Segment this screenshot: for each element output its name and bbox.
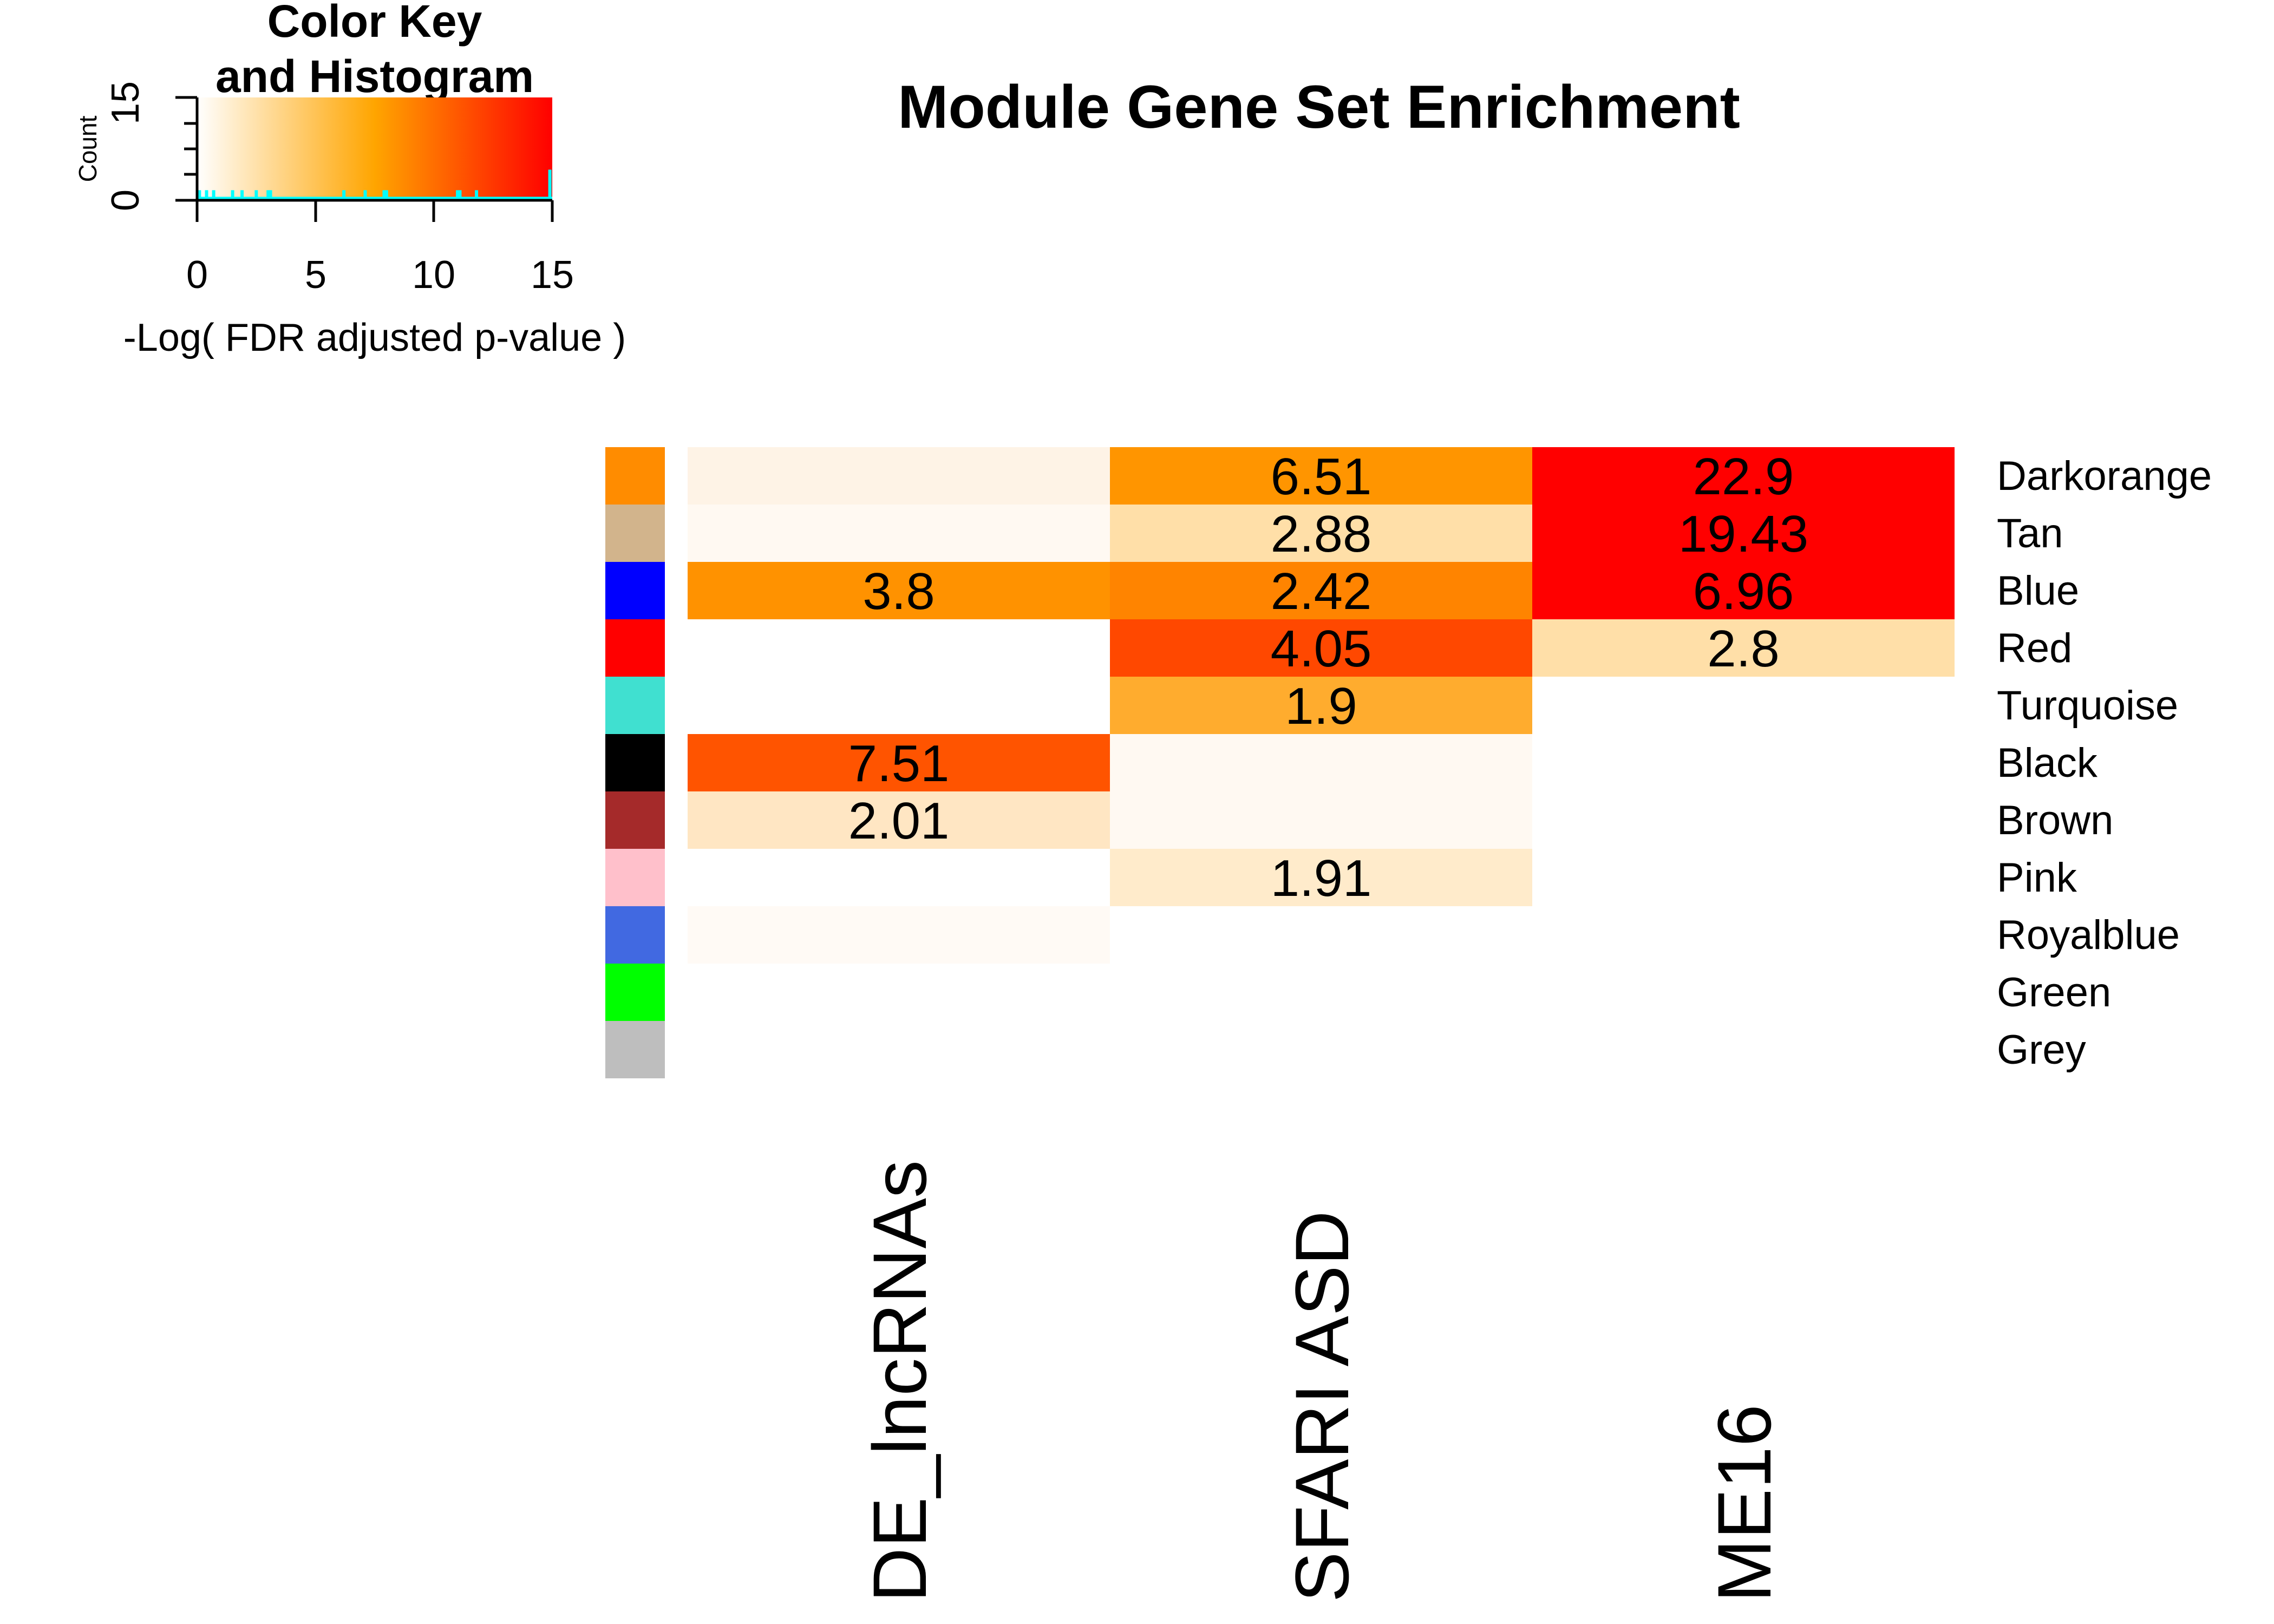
heatmap-cell [688, 447, 1110, 505]
heatmap-cell [1110, 791, 1532, 849]
heatmap-cell-labels: 6.51 22.9 2.88 19.43 3.8 2.42 6.96 4.05 2.8 1.9 7.… [848, 448, 1809, 907]
count-axis-label: Count [74, 115, 102, 182]
row-color-swatch [605, 791, 665, 849]
value-tick-label: 5 [305, 253, 326, 297]
heatmap-cell [1110, 447, 1532, 505]
heatmap-cell [1532, 1021, 1955, 1078]
cell-value-label: 7.51 [848, 735, 950, 793]
cell-value-label: 6.51 [1271, 448, 1372, 506]
heatmap-cell [688, 619, 1110, 677]
heatmap-cell [688, 906, 1110, 964]
heatmap-cell [1110, 849, 1532, 906]
row-label: Red [1997, 625, 2072, 671]
heatmap-cell [1532, 447, 1955, 505]
row-color-swatch [605, 964, 665, 1021]
heatmap-cell [688, 505, 1110, 562]
color-key-gradient [197, 97, 552, 200]
row-color-swatch [605, 677, 665, 734]
heatmap-cell [1532, 964, 1955, 1021]
heatmap-cell [1532, 505, 1955, 562]
heatmap-cell [688, 677, 1110, 734]
heatmap-cell [1110, 619, 1532, 677]
color-key-title-line2: and Histogram [215, 51, 534, 102]
cell-value-label: 2.8 [1707, 620, 1779, 678]
cell-value-label: 22.9 [1693, 448, 1794, 506]
heatmap-cell [1532, 677, 1955, 734]
heatmap-cell [1110, 562, 1532, 619]
color-key-histogram [197, 169, 552, 200]
row-label: Darkorange [1997, 453, 2212, 499]
cell-value-label: 6.96 [1693, 562, 1794, 620]
row-label: Brown [1997, 797, 2113, 843]
value-tick-label: 15 [531, 253, 574, 297]
heatmap-cell [1110, 1021, 1532, 1078]
color-key: Color Key and Histogram 0 15 Count 0 5 1… [74, 0, 626, 359]
cell-value-label: 2.01 [848, 792, 950, 850]
heatmap-row-labels: Darkorange Tan Blue Red Turquoise Black Brown P… [1997, 453, 2212, 1073]
cell-value-label: 4.05 [1271, 620, 1372, 678]
heatmap-grid [688, 447, 1955, 1078]
value-tick-label: 10 [412, 253, 455, 297]
row-color-swatch [605, 734, 665, 791]
row-color-swatch [605, 562, 665, 619]
column-label: ME16 [1702, 1404, 1787, 1602]
heatmap-cell [688, 734, 1110, 791]
cell-value-label: 2.42 [1271, 562, 1372, 620]
heatmap-cell [1532, 791, 1955, 849]
row-label: Royalblue [1997, 912, 2180, 958]
cell-value-label: 3.8 [862, 562, 935, 620]
color-key-title-line1: Color Key [267, 0, 482, 47]
heatmap-cell [1110, 677, 1532, 734]
count-tick-label: 0 [104, 189, 147, 211]
heatmap-cell [688, 562, 1110, 619]
row-label: Pink [1997, 855, 2077, 901]
heatmap-cell [1110, 906, 1532, 964]
value-tick-label: 0 [186, 253, 208, 297]
row-color-swatch [605, 505, 665, 562]
heatmap-cell [1532, 619, 1955, 677]
heatmap-row-sidebar [605, 447, 665, 1078]
count-tick-label: 15 [104, 81, 147, 125]
heatmap-cell [688, 964, 1110, 1021]
heatmap-column-labels: DE_lncRNAs SFARI ASD ME16 [857, 1160, 1787, 1602]
cell-value-label: 1.9 [1285, 677, 1357, 735]
heatmap-cell [1532, 734, 1955, 791]
row-label: Blue [1997, 568, 2079, 614]
row-label: Tan [1997, 510, 2063, 556]
cell-value-label: 19.43 [1678, 505, 1808, 563]
row-label: Green [1997, 970, 2111, 1016]
heatmap-cell [688, 1021, 1110, 1078]
row-color-swatch [605, 447, 665, 505]
heatmap-cell [1532, 849, 1955, 906]
color-key-xlabel: -Log( FDR adjusted p-value ) [123, 316, 626, 359]
row-label: Grey [1997, 1027, 2086, 1073]
row-color-swatch [605, 1021, 665, 1078]
cell-value-label: 2.88 [1271, 505, 1372, 563]
row-color-swatch [605, 849, 665, 906]
heatmap-cell [1110, 734, 1532, 791]
row-color-swatch [605, 906, 665, 964]
column-label: DE_lncRNAs [857, 1160, 942, 1602]
row-label: Turquoise [1997, 683, 2178, 729]
heatmap-cell [688, 791, 1110, 849]
chart-title: Module Gene Set Enrichment [898, 73, 1740, 141]
column-label: SFARI ASD [1279, 1210, 1364, 1602]
heatmap-cell [1532, 906, 1955, 964]
heatmap-cell [1110, 505, 1532, 562]
heatmap-cell [1532, 562, 1955, 619]
row-label: Black [1997, 740, 2098, 786]
row-color-swatch [605, 619, 665, 677]
heatmap-cell [1110, 964, 1532, 1021]
heatmap-cell [688, 849, 1110, 906]
cell-value-label: 1.91 [1271, 849, 1372, 907]
